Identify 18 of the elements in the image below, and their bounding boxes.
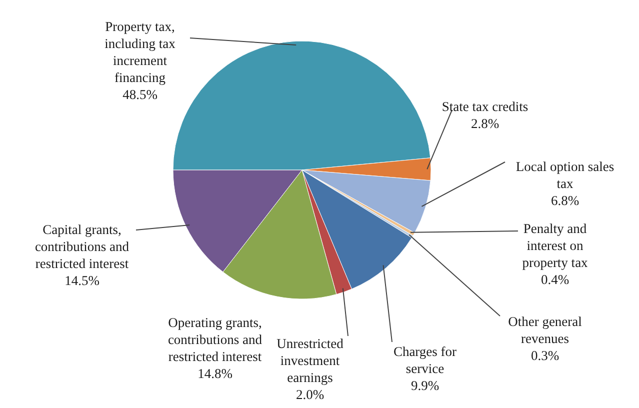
data-label: 2.8% (470, 116, 500, 131)
data-label: 2.0% (296, 387, 324, 402)
data-label: 0.4% (540, 272, 570, 287)
slice-label: Property tax, including tax increment financing (104, 19, 176, 85)
data-label: 14.5% (64, 273, 100, 288)
data-label: 9.9% (410, 378, 440, 393)
slice-label: Charges for service (393, 344, 458, 376)
data-label: 6.8% (550, 193, 580, 208)
data-label: 14.8% (198, 366, 232, 381)
slice-label: Other general revenues (508, 314, 582, 346)
slice-label: State tax credits (442, 99, 528, 114)
slice-label: Unrestricted investment earnings (276, 336, 344, 385)
slice-label: Penalty and interest on property tax (522, 221, 588, 270)
slice-label: Capital grants, contributions and restricted interest (34, 222, 130, 271)
slice-label: Local option sales tax (516, 159, 614, 191)
data-label: 48.5% (122, 87, 158, 102)
data-label: 0.3% (530, 348, 560, 363)
slice-label: Operating grants, contributions and restricted interest (168, 315, 262, 364)
